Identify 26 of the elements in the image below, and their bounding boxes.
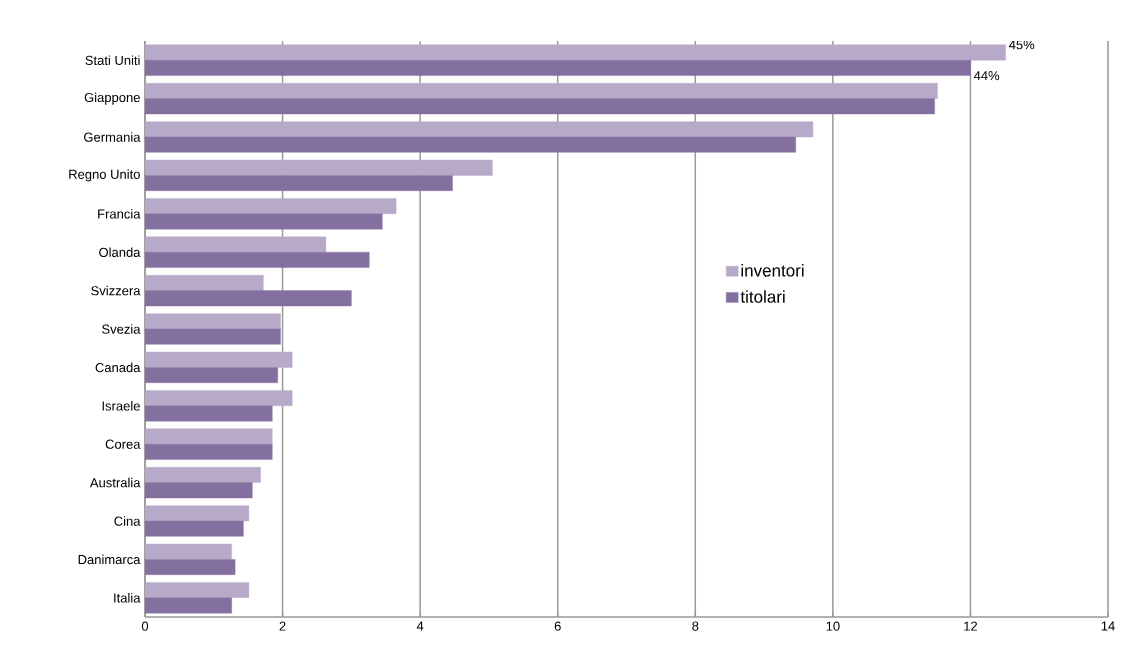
y-tick-label: Francia <box>98 209 141 219</box>
x-tick-label: 4 <box>416 621 424 631</box>
y-tick-label: Svizzera <box>91 285 141 296</box>
x-tick-label: 14 <box>1101 621 1115 631</box>
y-tick-label: Italia <box>114 593 141 603</box>
x-tick-label: 6 <box>554 621 561 631</box>
y-tick-label: Olanda <box>99 247 141 257</box>
y-tick-label: Israele <box>102 401 140 411</box>
legend-label: titolari <box>740 290 785 303</box>
y-tick-label: Germania <box>84 132 141 142</box>
x-tick-label: 12 <box>964 621 978 631</box>
y-tick-label: Danimarca <box>78 554 141 565</box>
y-tick-label: Cina <box>114 516 141 526</box>
x-tick-label: 8 <box>692 621 699 631</box>
y-tick-label: Australia <box>89 477 141 488</box>
legend-label: inventori <box>741 264 804 277</box>
y-tick-label: Canada <box>95 362 141 373</box>
y-tick-label: Regno Unito <box>69 169 140 182</box>
x-tick-label: 10 <box>826 621 840 631</box>
y-tick-label: Stati Uniti <box>85 55 140 65</box>
annotation: 44% <box>973 71 1000 81</box>
x-tick-label: 2 <box>279 621 286 631</box>
x-tick-label: 0 <box>141 621 149 631</box>
y-tick-label: Svezia <box>102 324 141 334</box>
y-tick-label: Corea <box>105 439 141 449</box>
y-tick-label: Giappone <box>84 92 140 105</box>
